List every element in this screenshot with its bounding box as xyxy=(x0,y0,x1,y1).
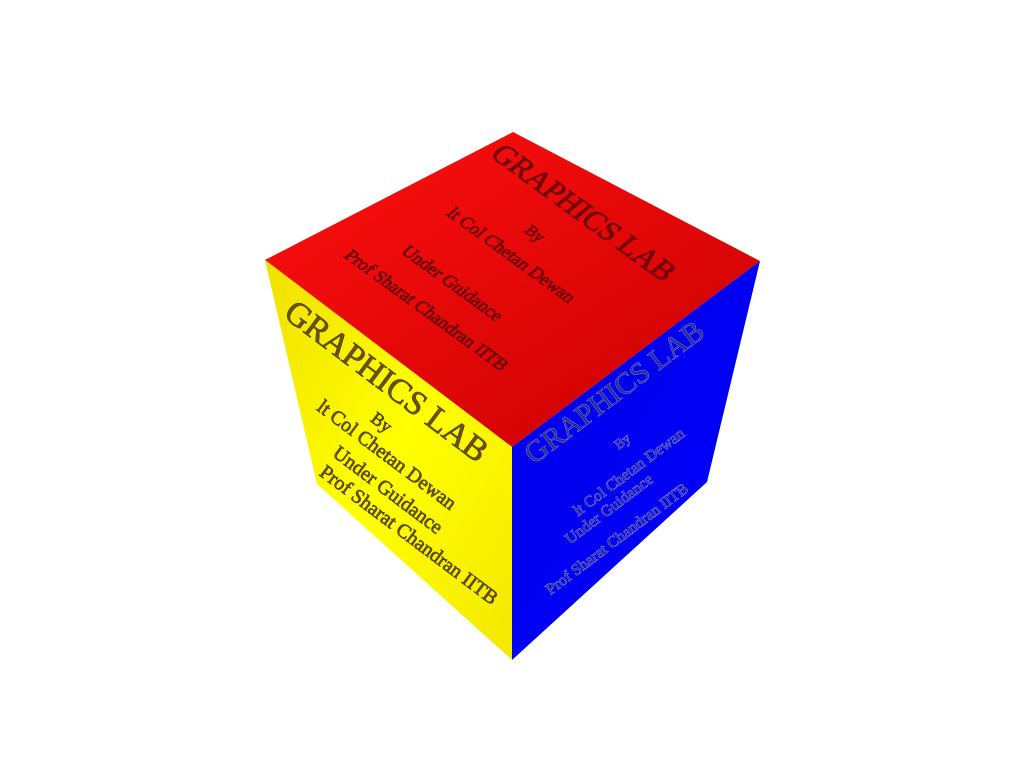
cube-top-face xyxy=(265,132,760,447)
cube-left-face xyxy=(265,260,512,660)
cube-right-face xyxy=(512,261,760,660)
